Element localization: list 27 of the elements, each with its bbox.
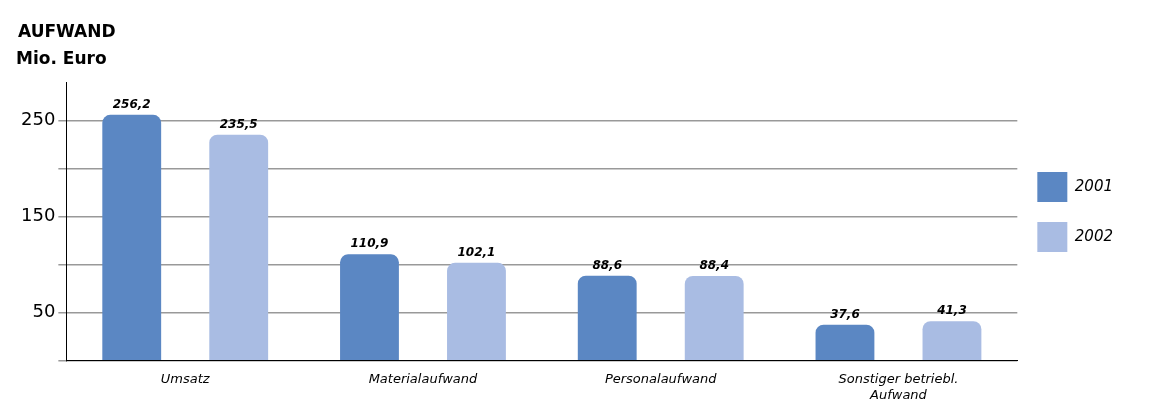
data-label: 102,1 [457,244,496,259]
data-label: 256,2 [112,96,151,111]
y-tick-label: 250 [21,108,56,130]
data-label: 37,6 [830,306,860,321]
bar [684,275,744,361]
bar [340,254,399,361]
x-tick-label: Personalaufwand [604,370,718,386]
data-label: 88,6 [592,257,623,272]
y-tick-label: 50 [32,300,56,322]
data-label: 235,5 [219,116,258,131]
y-axis-title: Mio. Euro [16,48,107,69]
chart-title: AUFWAND [18,20,116,41]
x-tick-label: Umsatz [160,370,211,386]
bar [102,114,162,361]
data-label: 110,9 [350,236,389,251]
y-tick-label: 150 [21,204,56,226]
bar [577,275,637,361]
bar [209,134,269,361]
data-label: 41,3 [936,303,967,318]
legend-label: 2002 [1074,226,1114,245]
bar [447,262,506,361]
x-tick-label: Sonstiger betriebl. Aufwand [838,370,959,402]
legend-label: 2001 [1074,176,1114,195]
bar [815,324,875,361]
x-tick-label: Materialaufwand [368,370,479,386]
bar [922,321,982,361]
data-label: 88,4 [699,258,730,273]
